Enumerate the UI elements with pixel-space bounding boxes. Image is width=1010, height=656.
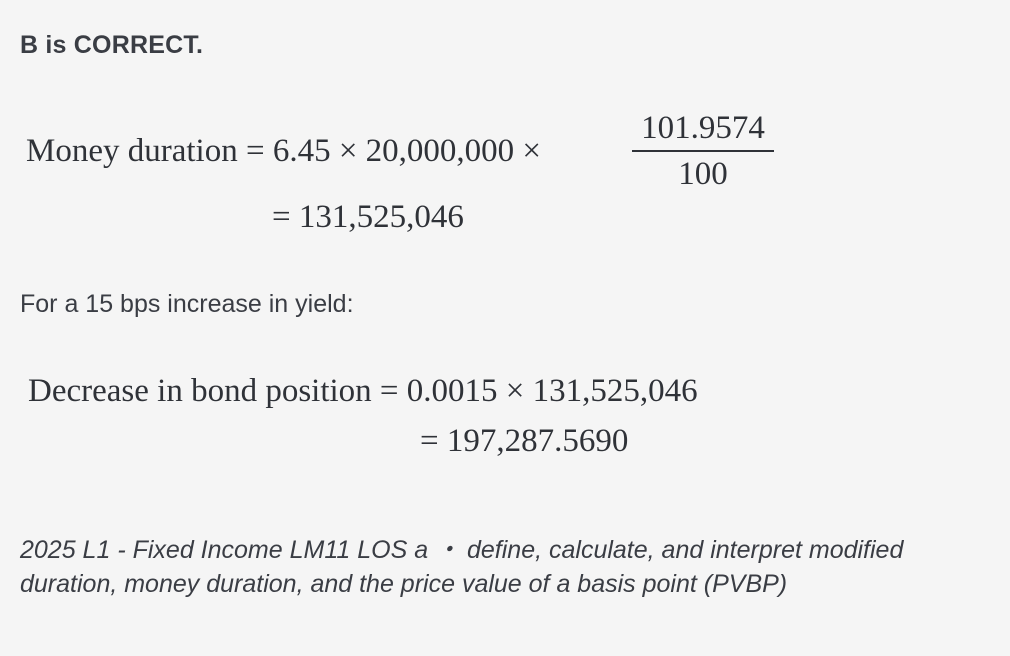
money-duration-fraction: 101.9574 100 [632,112,774,191]
fraction-numerator: 101.9574 [641,110,765,146]
fraction-denominator: 100 [678,156,728,192]
reference-text: 2025 L1 - Fixed Income LM11 LOS a ・ defi… [20,536,904,598]
money-duration-equation-line1: Money duration = 6.45 × 20,000,000 × [26,133,542,169]
decrease-equation-line2: = 197,287.5690 [420,423,629,459]
decrease-equation-line1: Decrease in bond position = 0.0015 × 131… [28,373,698,409]
answer-heading: B is CORRECT. [20,31,204,59]
fraction-bar [632,150,774,152]
money-duration-equation-line2: = 131,525,046 [272,199,464,235]
yield-intro-text: For a 15 bps increase in yield: [20,290,354,318]
